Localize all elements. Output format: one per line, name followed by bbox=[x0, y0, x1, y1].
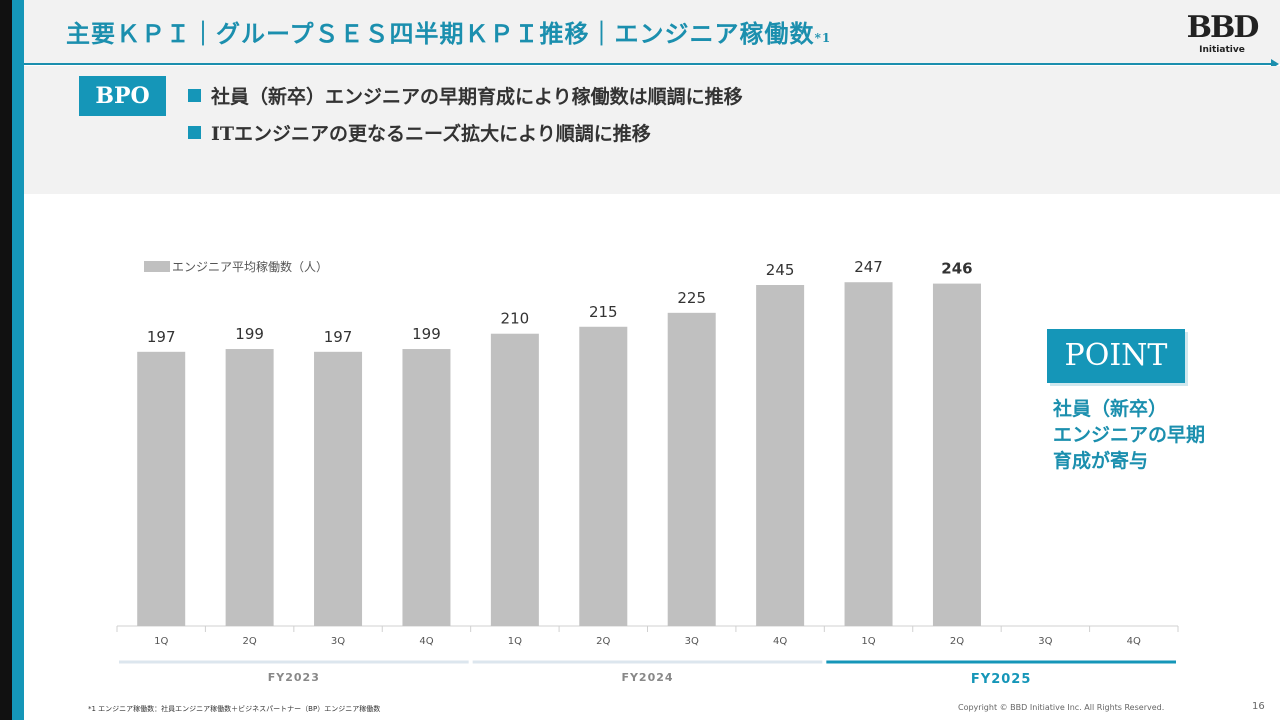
data-label: 245 bbox=[766, 261, 795, 279]
x-tick-label: 3Q bbox=[1038, 636, 1052, 647]
bpo-badge: BPO bbox=[79, 76, 166, 116]
chart-legend: エンジニア平均稼働数（人） bbox=[144, 258, 328, 275]
header-band bbox=[24, 0, 1280, 64]
bullet-item: 社員（新卒）エンジニアの早期育成により稼働数は順調に推移 bbox=[188, 82, 743, 109]
logo-subtitle: Initiative bbox=[1199, 45, 1245, 55]
data-label: 247 bbox=[854, 258, 883, 276]
x-tick-label: 2Q bbox=[950, 636, 964, 647]
left-edge-bar bbox=[0, 0, 12, 720]
bar bbox=[756, 285, 805, 626]
point-description: 社員（新卒） エンジニアの早期 育成が寄与 bbox=[1053, 396, 1253, 474]
data-label: 199 bbox=[235, 325, 264, 343]
data-label: 215 bbox=[589, 303, 618, 321]
bar bbox=[490, 333, 539, 626]
data-label: 225 bbox=[677, 289, 706, 307]
x-tick-label: 2Q bbox=[243, 636, 257, 647]
x-tick-label: 3Q bbox=[685, 636, 699, 647]
bullet-square-icon bbox=[188, 89, 201, 102]
x-tick-label: 4Q bbox=[773, 636, 787, 647]
footnote: *1 エンジニア稼働数：社員エンジニア稼働数＋ビジネスパートナー（BP）エンジニ… bbox=[88, 705, 381, 713]
data-label: 197 bbox=[147, 328, 176, 346]
bar bbox=[667, 312, 716, 626]
data-label: 199 bbox=[412, 325, 441, 343]
x-tick-label: 4Q bbox=[419, 636, 433, 647]
x-tick-label: 4Q bbox=[1127, 636, 1141, 647]
bullet-text: 社員（新卒）エンジニアの早期育成により稼働数は順調に推移 bbox=[211, 86, 743, 108]
point-line: 社員（新卒） bbox=[1053, 398, 1168, 420]
title-underline bbox=[24, 63, 1272, 65]
left-accent-bar bbox=[12, 0, 24, 720]
bar bbox=[579, 326, 628, 626]
copyright: Copyright © BBD Initiative Inc. All Righ… bbox=[958, 703, 1165, 712]
bar bbox=[225, 349, 274, 626]
data-label: 246 bbox=[941, 260, 972, 278]
legend-label: エンジニア平均稼働数（人） bbox=[172, 260, 329, 274]
x-tick-label: 1Q bbox=[154, 636, 168, 647]
x-tick-label: 3Q bbox=[331, 636, 345, 647]
data-label: 210 bbox=[501, 310, 530, 328]
x-tick-label: 1Q bbox=[861, 636, 875, 647]
logo-mark: BBD bbox=[1186, 10, 1260, 45]
bar bbox=[932, 283, 981, 626]
x-tick-label: 1Q bbox=[508, 636, 522, 647]
company-logo: BBD Initiative bbox=[1186, 10, 1260, 62]
legend-swatch bbox=[144, 261, 170, 272]
page-number: 16 bbox=[1252, 701, 1265, 712]
data-label: 197 bbox=[324, 328, 353, 346]
x-tick-label: 2Q bbox=[596, 636, 610, 647]
summary-band bbox=[24, 66, 1280, 194]
bar bbox=[137, 351, 186, 626]
page-title-text: 主要ＫＰＩ｜グループＳＥＳ四半期ＫＰＩ推移｜エンジニア稼働数 bbox=[66, 19, 815, 48]
fiscal-year-label: FY2023 bbox=[268, 671, 320, 684]
bar bbox=[402, 349, 451, 626]
bullet-square-icon bbox=[188, 126, 201, 139]
point-badge: POINT bbox=[1047, 329, 1185, 383]
page-title: 主要ＫＰＩ｜グループＳＥＳ四半期ＫＰＩ推移｜エンジニア稼働数*1 bbox=[66, 14, 831, 49]
fiscal-year-label: FY2025 bbox=[971, 672, 1031, 687]
point-line: 育成が寄与 bbox=[1053, 450, 1149, 472]
bullet-item: ITエンジニアの更なるニーズ拡大により順調に推移 bbox=[188, 119, 651, 146]
fiscal-year-label: FY2024 bbox=[621, 671, 673, 684]
title-arrow-icon bbox=[1271, 59, 1279, 69]
bullet-text: ITエンジニアの更なるニーズ拡大により順調に推移 bbox=[211, 123, 651, 145]
point-line: エンジニアの早期 bbox=[1053, 424, 1206, 446]
bar bbox=[844, 282, 893, 626]
title-footnote-mark: *1 bbox=[814, 31, 832, 45]
bar bbox=[314, 351, 363, 626]
